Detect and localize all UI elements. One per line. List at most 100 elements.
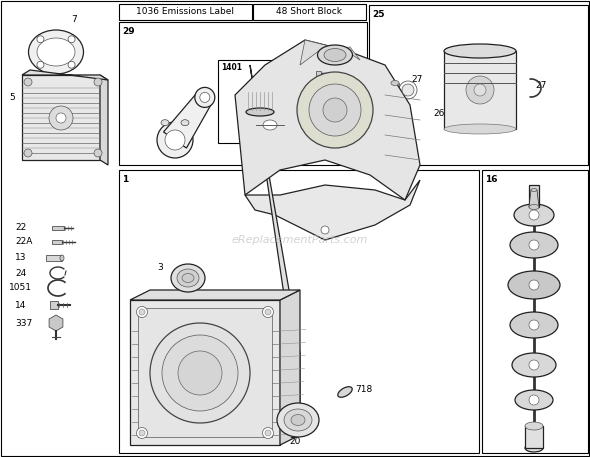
Ellipse shape [514, 204, 554, 226]
Ellipse shape [37, 38, 75, 66]
Text: 1036 Emissions Label: 1036 Emissions Label [136, 7, 234, 16]
Text: 1401: 1401 [221, 63, 242, 72]
Polygon shape [250, 65, 300, 403]
Text: 13: 13 [15, 254, 27, 262]
Bar [52, 240, 62, 244]
Circle shape [162, 335, 238, 411]
Ellipse shape [257, 115, 283, 135]
Circle shape [37, 61, 44, 68]
Text: 1051: 1051 [9, 283, 32, 292]
Circle shape [165, 130, 185, 150]
Circle shape [309, 84, 361, 136]
Ellipse shape [284, 409, 312, 431]
Circle shape [49, 106, 73, 130]
Text: 3: 3 [157, 264, 163, 272]
Polygon shape [22, 70, 108, 80]
Bar [50, 301, 58, 309]
Bar [525, 426, 543, 448]
Polygon shape [130, 300, 280, 445]
Text: 20: 20 [289, 436, 300, 446]
Text: 5: 5 [9, 92, 15, 101]
Bar [246, 90, 274, 112]
Text: eReplacementParts.com: eReplacementParts.com [232, 235, 368, 245]
Ellipse shape [510, 312, 558, 338]
Circle shape [263, 307, 274, 318]
Ellipse shape [512, 353, 556, 377]
Circle shape [139, 430, 145, 436]
Ellipse shape [263, 120, 277, 130]
Text: 26: 26 [433, 108, 444, 117]
Text: 27: 27 [535, 80, 546, 90]
Circle shape [94, 78, 102, 86]
Circle shape [529, 210, 539, 220]
Text: 29: 29 [122, 27, 135, 36]
Polygon shape [280, 290, 300, 445]
Circle shape [195, 87, 215, 107]
Circle shape [323, 98, 347, 122]
Text: 28: 28 [373, 79, 385, 87]
Circle shape [265, 430, 271, 436]
Polygon shape [315, 60, 332, 70]
Bar [391, 83, 399, 115]
Text: 22A: 22A [15, 238, 32, 246]
Circle shape [136, 427, 148, 439]
Circle shape [139, 309, 145, 315]
Text: 24: 24 [15, 269, 26, 277]
Bar [218, 60, 323, 143]
Circle shape [37, 36, 44, 43]
Text: 337: 337 [15, 319, 32, 328]
Circle shape [321, 226, 329, 234]
Polygon shape [529, 190, 539, 207]
Ellipse shape [508, 271, 560, 299]
Ellipse shape [277, 403, 319, 437]
Text: 7: 7 [71, 16, 77, 25]
Circle shape [68, 36, 75, 43]
Bar [119, 170, 479, 453]
Bar [316, 83, 321, 88]
Ellipse shape [444, 124, 516, 134]
Bar [46, 255, 62, 261]
Ellipse shape [525, 444, 543, 452]
Ellipse shape [177, 269, 199, 287]
Circle shape [150, 323, 250, 423]
Ellipse shape [529, 204, 539, 209]
Polygon shape [300, 40, 360, 65]
Circle shape [529, 240, 539, 250]
Text: 22: 22 [15, 223, 26, 233]
Ellipse shape [291, 414, 305, 425]
Polygon shape [245, 180, 420, 240]
Circle shape [474, 84, 486, 96]
Bar [52, 226, 64, 230]
Ellipse shape [182, 273, 194, 282]
Circle shape [529, 320, 539, 330]
Circle shape [263, 427, 274, 439]
Ellipse shape [171, 264, 205, 292]
Circle shape [178, 351, 222, 395]
Bar [316, 71, 321, 76]
Ellipse shape [515, 390, 553, 410]
Text: 32: 32 [335, 58, 346, 68]
Circle shape [529, 280, 539, 290]
Bar [444, 51, 516, 129]
Circle shape [24, 78, 32, 86]
Ellipse shape [246, 86, 274, 94]
Circle shape [200, 92, 210, 102]
Polygon shape [130, 290, 300, 300]
Text: 1: 1 [122, 175, 128, 184]
Ellipse shape [60, 255, 64, 261]
Ellipse shape [161, 120, 169, 126]
Polygon shape [22, 75, 100, 160]
Circle shape [24, 149, 32, 157]
Text: 27: 27 [411, 74, 422, 84]
Ellipse shape [338, 387, 352, 397]
Ellipse shape [317, 45, 352, 65]
Ellipse shape [510, 232, 558, 258]
Ellipse shape [181, 120, 189, 126]
Circle shape [297, 72, 373, 148]
Bar [253, 4, 366, 20]
Circle shape [56, 113, 66, 123]
Circle shape [399, 81, 417, 99]
Circle shape [402, 84, 414, 96]
Circle shape [466, 76, 494, 104]
Ellipse shape [525, 422, 543, 430]
